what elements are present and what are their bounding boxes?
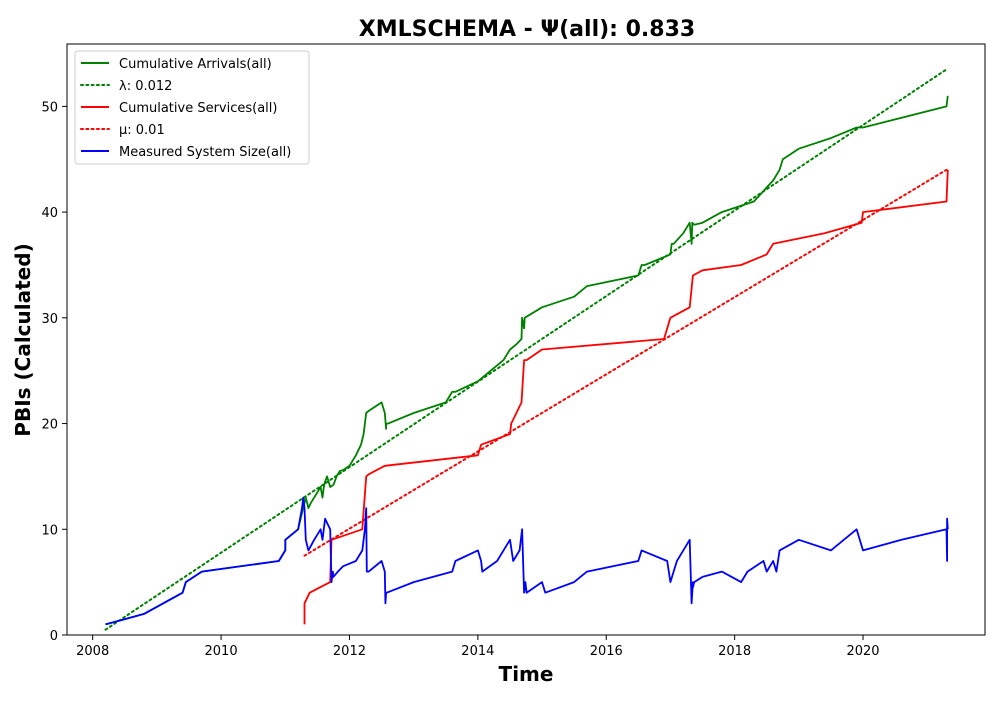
- y-tick-label: 30: [41, 312, 58, 327]
- x-tick-label: 2020: [846, 644, 879, 659]
- legend-box: [74, 50, 310, 165]
- x-tick-label: 2018: [718, 644, 751, 659]
- legend-label-3: Cumulative Services(all): [119, 101, 277, 116]
- legend: Cumulative Arrivals(all) λ: 0.012 Cumulati…: [74, 50, 310, 165]
- plot-frame: [66, 43, 986, 636]
- y-tick-label: 50: [41, 100, 58, 115]
- legend-label-2: λ: 0.012: [119, 79, 172, 94]
- x-axis: 2008 2010 2012 2014 2016 2018 2020: [76, 635, 880, 659]
- x-axis-label: Time: [499, 662, 554, 686]
- series-line-4: [303, 168, 948, 557]
- series-line-5: [105, 496, 949, 626]
- legend-label-4: μ: 0.01: [119, 123, 165, 138]
- y-axis-label: PBIs (Calculated): [11, 243, 35, 436]
- y-axis: 0 10 20 30 40 50: [41, 100, 67, 644]
- y-tick-label: 0: [50, 629, 58, 644]
- x-tick-label: 2010: [205, 644, 238, 659]
- x-tick-label: 2014: [461, 644, 494, 659]
- legend-label-5: Measured System Size(all): [119, 145, 291, 160]
- x-tick-label: 2008: [76, 644, 109, 659]
- y-tick-label: 20: [41, 418, 58, 433]
- y-tick-label: 40: [41, 206, 58, 221]
- chart-title: XMLSCHEMA - Ψ(all): 0.833: [359, 17, 695, 42]
- x-tick-label: 2016: [590, 644, 623, 659]
- series-line-2: [104, 68, 948, 631]
- legend-items: Cumulative Arrivals(all) λ: 0.012 Cumulati…: [80, 57, 291, 160]
- y-tick-label: 10: [41, 523, 58, 538]
- legend-label-1: Cumulative Arrivals(all): [119, 57, 272, 72]
- x-tick-label: 2012: [333, 644, 366, 659]
- series-layer: [104, 68, 949, 631]
